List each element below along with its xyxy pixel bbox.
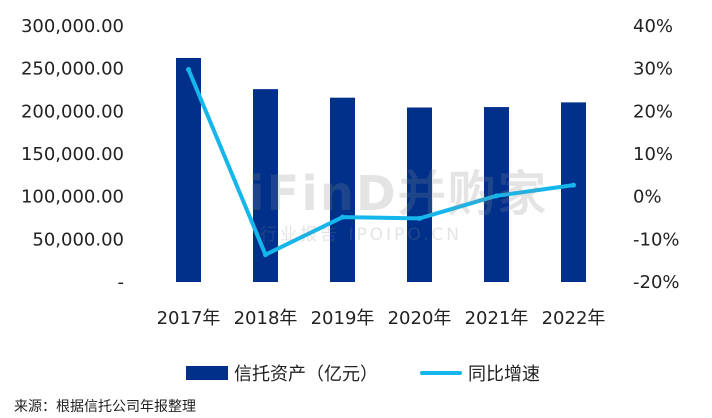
- legend-bar-swatch: [186, 366, 228, 380]
- growth-rate-line: [186, 67, 576, 257]
- legend-item-growth: 同比增速: [420, 360, 540, 386]
- legend-item-assets: 信托资产（亿元）: [186, 360, 378, 386]
- growth-point-2018年: [263, 252, 268, 258]
- x-axis-label: 2018年: [234, 308, 298, 329]
- left-axis-ticks: - 50,000.00 100,000.00 150,000.00 200,000.00…: [21, 16, 124, 293]
- x-axis-label: 2017年: [157, 308, 221, 329]
- growth-point-2021年: [494, 193, 499, 199]
- right-axis-tick-label: -20%: [633, 272, 680, 293]
- right-axis-ticks: -20% -10% 0% 10% 20% 30% 40%: [633, 16, 680, 293]
- left-axis-tick-label: 50,000.00: [32, 229, 124, 250]
- legend-line-swatch: [420, 371, 462, 375]
- growth-point-2022年: [571, 182, 576, 188]
- growth-point-2019年: [340, 214, 345, 220]
- left-axis-tick-label: -: [118, 272, 125, 293]
- right-axis-tick-label: 30%: [633, 59, 673, 80]
- left-axis-tick-label: 300,000.00: [21, 16, 124, 37]
- bar-series: [176, 58, 586, 283]
- x-axis-label: 2019年: [311, 308, 375, 329]
- growth-point-2020年: [417, 215, 422, 221]
- left-axis-tick-label: 200,000.00: [21, 101, 124, 122]
- right-axis-tick-label: 0%: [633, 187, 662, 208]
- x-axis-label: 2022年: [542, 308, 606, 329]
- chart-canvas: - 50,000.00 100,000.00 150,000.00 200,000.00…: [21, 16, 680, 329]
- x-axis-label: 2020年: [388, 308, 452, 329]
- bar-2022年: [561, 102, 586, 282]
- left-axis-tick-label: 150,000.00: [21, 144, 124, 165]
- x-axis-labels: 2017年 2018年 2019年 2020年 2021年 2022年: [157, 308, 606, 329]
- left-axis-tick-label: 100,000.00: [21, 187, 124, 208]
- legend-label-assets: 信托资产（亿元）: [234, 364, 378, 385]
- bar-2019年: [330, 97, 355, 283]
- line-series: [186, 67, 576, 258]
- source-note: 来源：根据信托公司年报整理: [14, 399, 196, 415]
- left-axis-tick-label: 250,000.00: [21, 59, 124, 80]
- growth-point-2017年: [186, 67, 191, 73]
- legend: 信托资产（亿元） 同比增速: [186, 360, 582, 386]
- right-axis-tick-label: 40%: [633, 16, 673, 37]
- right-axis-tick-label: 20%: [633, 101, 673, 122]
- bar-2020年: [407, 107, 432, 282]
- legend-label-growth: 同比增速: [468, 364, 540, 385]
- x-axis-label: 2021年: [465, 308, 529, 329]
- right-axis-tick-label: -10%: [633, 229, 680, 250]
- right-axis-tick-label: 10%: [633, 144, 673, 165]
- bar-2017年: [176, 58, 201, 282]
